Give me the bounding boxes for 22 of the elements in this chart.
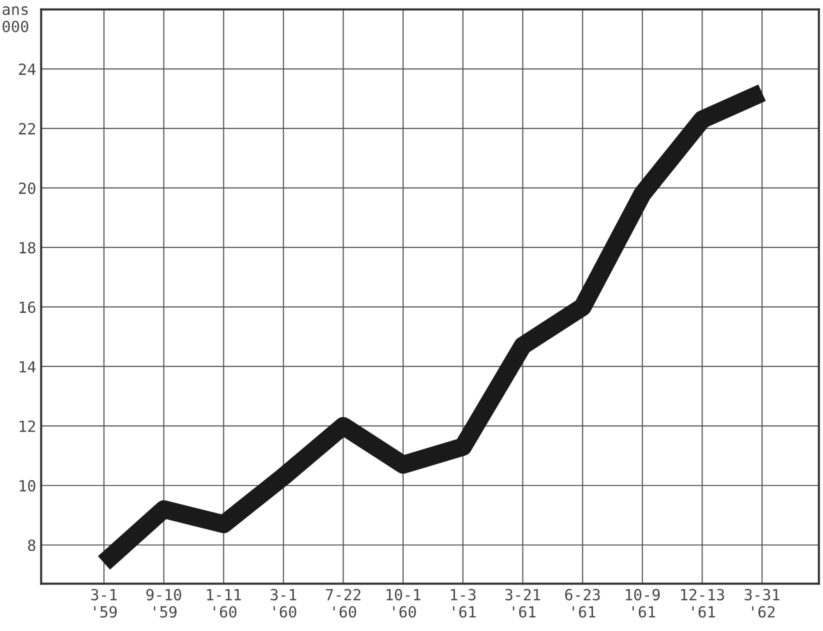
y-axis-title: ans 000 — [2, 6, 28, 32]
y-tick-label: 8 — [28, 540, 36, 552]
x-tick-label: 3-31 '62 — [744, 588, 780, 618]
x-tick-label: 7-22 '60 — [326, 588, 360, 618]
y-tick-label: 16 — [20, 301, 36, 314]
y-tick-label: 22 — [19, 122, 35, 134]
x-tick-label: 3-21 '61 — [505, 588, 540, 618]
y-tick-label: 18 — [20, 242, 36, 254]
y-tick-label: 24 — [19, 63, 36, 75]
y-tick-label: 20 — [19, 182, 36, 194]
x-tick-label: 3-1 '59 — [91, 588, 117, 618]
x-tick-label: 1-11 '60 — [207, 589, 241, 618]
x-tick-label: 10-1 '60 — [386, 588, 420, 618]
y-tick-label: 14 — [20, 361, 36, 372]
x-tick-label: 9-10 '59 — [146, 588, 182, 618]
x-tick-label: 6-23 '61 — [565, 588, 600, 618]
x-tick-label: 12-13 '61 — [681, 588, 724, 618]
x-tick-label: 3-1 '60 — [270, 588, 296, 618]
y-tick-label: 12 — [20, 420, 35, 432]
x-tick-label: 1-3 '61 — [450, 588, 476, 618]
y-tick-label: 10 — [20, 480, 36, 492]
x-tick-label: 10-9 '61 — [626, 588, 660, 618]
